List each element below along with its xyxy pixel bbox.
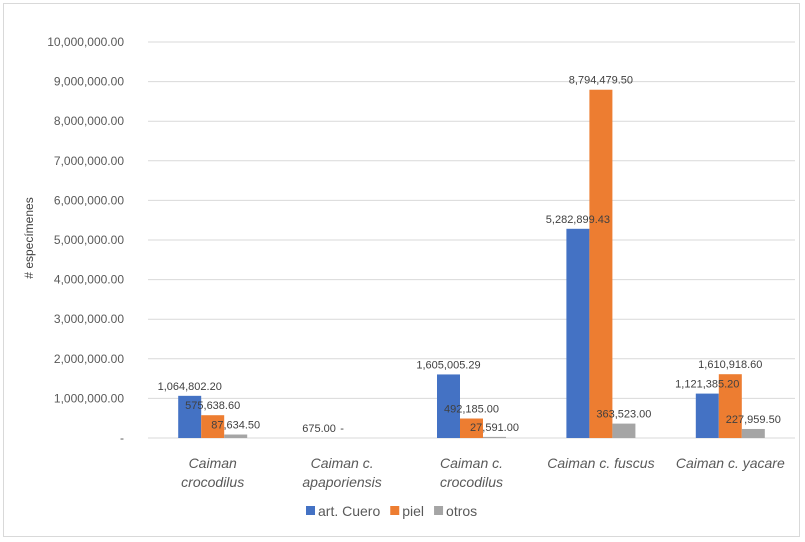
data-label: 363,523.00 [596,409,651,421]
y-tick-label: 10,000,000.00 [47,35,124,49]
bar [201,415,225,438]
data-label: 227,959.50 [726,414,781,426]
bar [695,393,719,438]
data-label: 87,634.50 [211,420,260,432]
category-label: Caiman c. fuscus [547,455,654,471]
y-tick-label: - [120,431,124,445]
legend-swatch [306,506,315,515]
bar [460,418,483,438]
bar [589,89,613,438]
bar [437,374,460,438]
category-labels: Caiman crocodilus Caiman c. apaporiensis Cai… [181,455,785,490]
data-label: 27,591.00 [470,422,519,434]
y-axis-ticks: - 1,000,000.00 2,000,000.00 3,000,000.00 4,0… [47,35,124,445]
legend-label: piel [402,503,424,519]
data-label: 8,794,479.50 [569,75,633,87]
legend-swatch [434,506,444,515]
category-label: Caiman crocodilus [181,455,244,490]
y-tick-label: 1,000,000.00 [54,391,124,405]
bar [566,228,590,438]
data-label: 1,605,005.29 [416,359,480,371]
bar [224,434,248,438]
legend-label: art. Cuero [318,503,380,519]
y-tick-label: 3,000,000.00 [54,312,124,326]
bar [483,436,506,438]
data-label: 675.00 [302,423,336,435]
data-label: - [340,423,344,435]
data-label: 1,121,385.20 [675,379,739,391]
y-tick-label: 6,000,000.00 [54,193,124,207]
y-tick-label: 9,000,000.00 [54,75,124,89]
y-axis-label: # especímenes [22,197,36,278]
gridlines [148,41,795,439]
y-tick-label: 5,000,000.00 [54,233,124,247]
data-label: 492,185.00 [444,404,499,416]
data-label: 1,064,802.20 [158,381,222,393]
y-tick-label: 7,000,000.00 [54,154,124,168]
category-label: Caiman c. crocodilus [440,455,503,490]
y-tick-label: 4,000,000.00 [54,273,124,287]
legend-swatch [390,506,400,515]
data-labels: 1,064,802.20 575,638.60 87,634.50 675.00 - 1,… [158,75,781,435]
bar [741,428,765,438]
legend-label: otros [446,503,477,519]
bar [178,395,202,438]
bar [612,423,636,438]
chart-frame [3,3,800,537]
category-label: Caiman c. yacare [676,455,785,471]
bars [178,89,765,438]
bar [718,374,742,438]
data-label: 5,282,899.43 [546,214,610,226]
y-tick-label: 8,000,000.00 [54,114,124,128]
data-label: 575,638.60 [185,400,240,412]
legend: art. Cuero piel otros [306,503,477,519]
data-label: 1,610,918.60 [698,359,762,371]
y-tick-label: 2,000,000.00 [54,352,124,366]
category-label: Caiman c. apaporiensis [302,455,381,490]
